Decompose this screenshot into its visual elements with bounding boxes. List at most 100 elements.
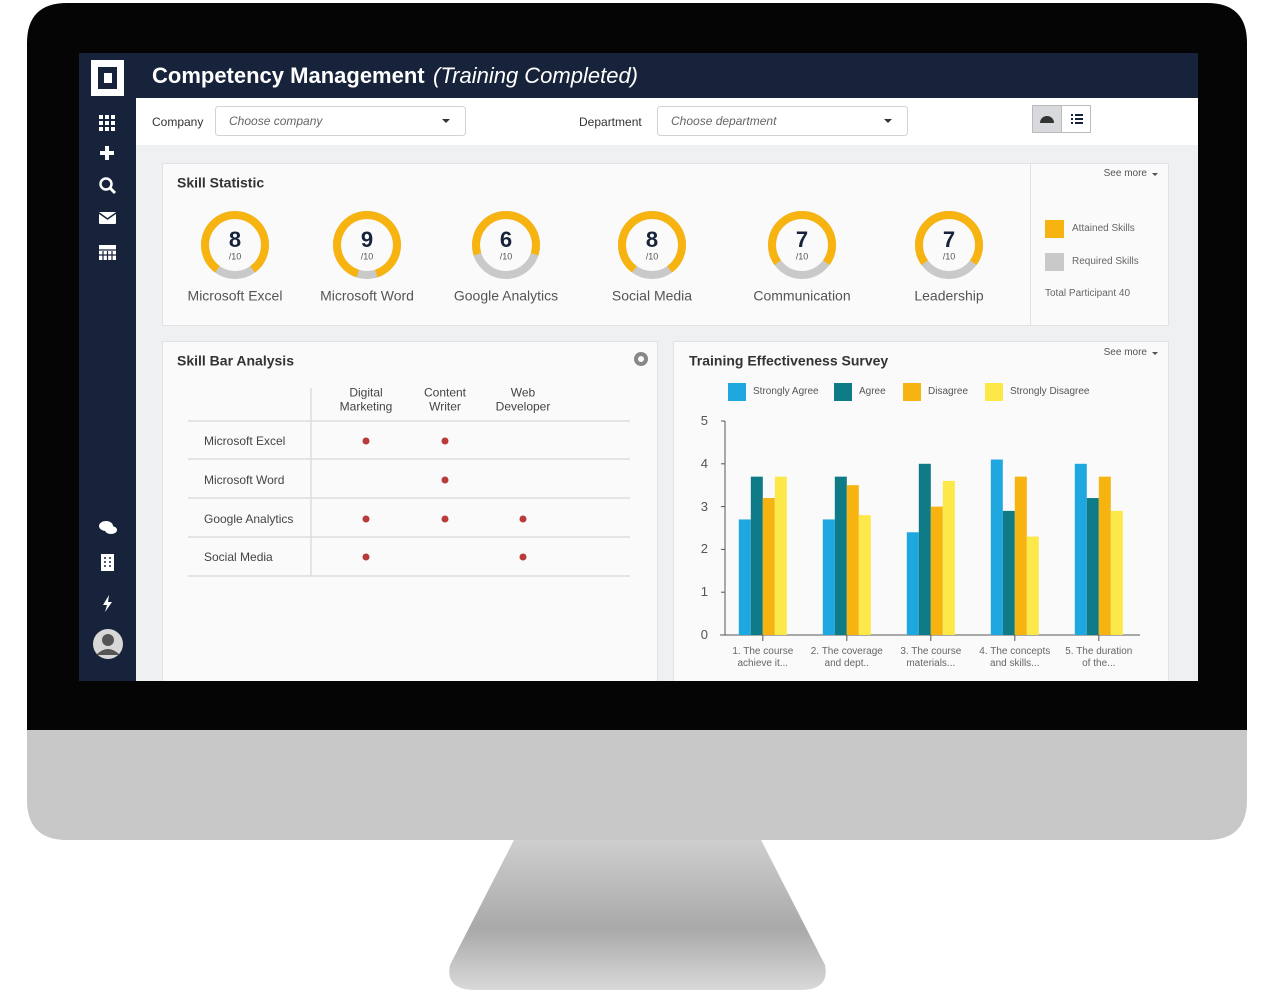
bar (1086, 498, 1099, 635)
skill-dot (441, 437, 449, 445)
card-title: Skill Statistic (177, 174, 265, 191)
x-tick-label: 3. The course materials... (900, 646, 962, 669)
legend-swatch (728, 383, 746, 401)
legend-swatch (1045, 220, 1064, 238)
y-tick-label: 4 (700, 456, 708, 471)
row-label: Microsoft Word (204, 472, 285, 487)
bar (738, 519, 751, 635)
donut-arc (201, 211, 269, 273)
stand (449, 838, 826, 990)
sidebar-icons (93, 115, 123, 659)
select-placeholder[interactable]: Choose company (229, 113, 323, 128)
y-tick-label: 1 (700, 584, 708, 600)
donut-value: 7 (795, 226, 809, 252)
legend-label: Strongly Agree (753, 386, 819, 397)
column-header: Digital Marketing (339, 385, 393, 414)
donut-max: /10 (645, 251, 659, 262)
bar (858, 515, 871, 635)
bar (834, 476, 847, 635)
column-header: Content Writer (423, 385, 467, 414)
list-view-button[interactable] (1061, 105, 1091, 133)
donut-arc (768, 211, 836, 265)
bar (1014, 476, 1027, 635)
logo[interactable] (91, 60, 124, 96)
select-placeholder[interactable]: Choose department (671, 113, 777, 128)
x-tick-label: 4. The concepts and skills... (979, 646, 1051, 669)
legend-swatch (903, 383, 921, 401)
department-select[interactable] (657, 106, 908, 136)
bar (1110, 510, 1123, 635)
bar (906, 532, 919, 635)
skill-dot (441, 476, 449, 484)
skill-name: Google Analytics (453, 287, 559, 304)
skill-dot (362, 515, 370, 523)
icon[interactable] (99, 212, 116, 224)
filter-label: Department (579, 114, 642, 129)
see-more-link[interactable]: See more (1103, 168, 1147, 179)
column-header: Web Developer (495, 385, 551, 414)
icon[interactable] (101, 554, 114, 571)
bar (930, 506, 943, 635)
bar (990, 459, 1003, 635)
skill-dot (519, 515, 527, 523)
donut-value: 8 (645, 226, 659, 252)
legend-label: Strongly Disagree (1010, 386, 1090, 397)
bar (918, 463, 931, 635)
card-title: Training Effectiveness Survey (689, 352, 889, 369)
donut-max: /10 (360, 251, 374, 262)
card-title: Skill Bar Analysis (177, 352, 294, 369)
see-more-link[interactable]: See more (1103, 347, 1147, 358)
skill-name: Social Media (611, 287, 693, 304)
settings-icon[interactable] (634, 352, 648, 366)
legend-label: Required Skills (1072, 256, 1139, 267)
total-participant: Total Participant 40 (1045, 288, 1131, 299)
donut-max: /10 (228, 251, 242, 262)
y-tick-label: 0 (700, 627, 708, 643)
page-subtitle: (Training Completed) (433, 62, 639, 88)
skill-dot (441, 515, 449, 523)
donut-max: /10 (499, 251, 513, 262)
donut-value: 6 (499, 226, 513, 252)
icon[interactable] (99, 177, 113, 191)
skill-dot (362, 553, 370, 561)
skill-name: Communication (753, 287, 851, 304)
bar (822, 519, 835, 635)
bar (1002, 510, 1015, 635)
bar (762, 498, 775, 635)
skill-name: Leadership (914, 287, 984, 304)
donut-arc (618, 211, 686, 273)
skill-statistic-card (162, 163, 1169, 326)
x-tick-label: 5. The duration of the... (1065, 646, 1133, 669)
bar (750, 476, 763, 635)
skill-dot (362, 437, 370, 445)
chin (27, 720, 1247, 840)
legend-label: Agree (859, 386, 886, 397)
bar (1026, 536, 1039, 635)
x-tick-label: 1. The course achieve it... (732, 646, 794, 669)
bar (846, 485, 859, 635)
legend-label: Disagree (928, 386, 969, 397)
filters (215, 105, 1091, 136)
y-tick-label: 3 (700, 498, 708, 514)
donut-arc (333, 211, 401, 278)
top-bar (136, 53, 1198, 98)
icon[interactable] (99, 115, 103, 119)
y-tick-label: 5 (700, 413, 708, 429)
skill-name: Microsoft Excel (187, 287, 283, 304)
skill-name: Microsoft Word (320, 287, 414, 304)
company-select[interactable] (215, 106, 466, 136)
bar (1098, 476, 1111, 635)
x-tick-label: 2. The coverage and dept.. (810, 646, 883, 669)
drawing (201, 211, 1140, 641)
row-label: Microsoft Excel (204, 433, 286, 448)
row-label: Social Media (204, 549, 273, 564)
icon[interactable] (103, 595, 112, 612)
donut-arc (472, 211, 540, 256)
icon[interactable] (100, 146, 114, 160)
bar (774, 476, 787, 635)
donut-value: 9 (360, 226, 374, 252)
donut-value: 7 (942, 226, 956, 252)
legend-swatch (834, 383, 852, 401)
